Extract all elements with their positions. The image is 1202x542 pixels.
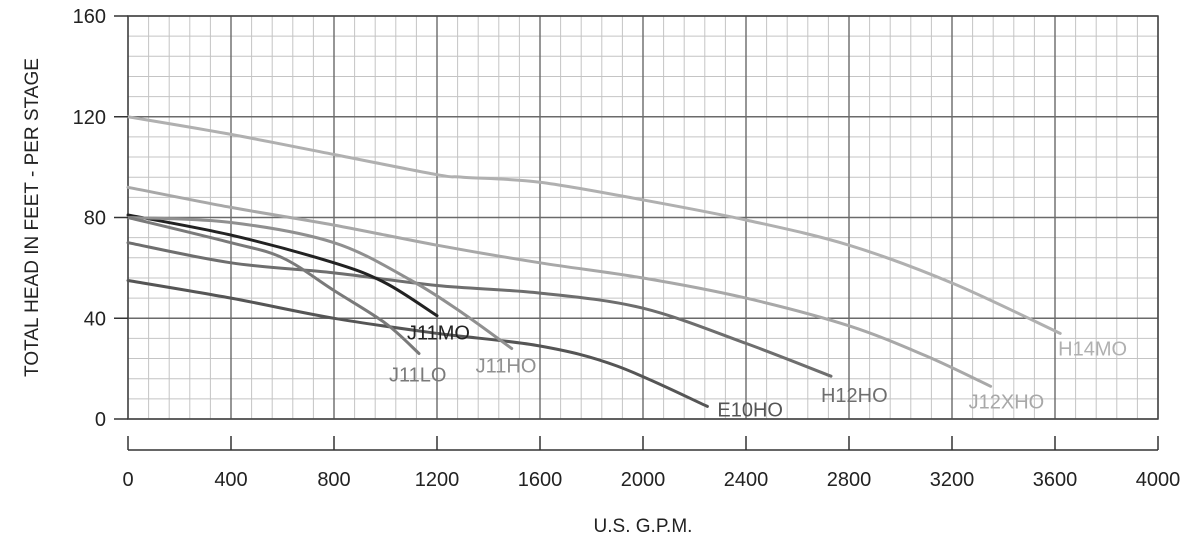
series-line-j11mo <box>126 213 439 318</box>
y-tick-label: 0 <box>95 409 106 431</box>
series-line-j11lo <box>126 216 421 355</box>
series-line-h12ho <box>126 241 833 378</box>
series-label-h12ho: H12HO <box>821 385 888 407</box>
x-tick-label: 2000 <box>621 469 666 491</box>
y-axis: 0 40 80 120 160 <box>73 6 128 431</box>
series-line-j12xho <box>126 185 993 388</box>
series-label-j12xho: J12XHO <box>969 391 1045 413</box>
y-tick-label: 40 <box>84 308 106 330</box>
series-label-j11mo: J11MO <box>407 323 470 345</box>
y-axis-title: TOTAL HEAD IN FEET - PER STAGE <box>22 58 43 377</box>
series-layer <box>126 115 1062 408</box>
x-tick-label: 1600 <box>518 469 563 491</box>
x-tick-label: 3200 <box>930 469 975 491</box>
x-tick-label: 800 <box>317 469 350 491</box>
series-label-h14mo: H14MO <box>1058 338 1127 360</box>
x-tick-label: 3600 <box>1033 469 1078 491</box>
series-line-h14mo <box>126 115 1062 335</box>
x-tick-label: 0 <box>122 469 133 491</box>
series-line-j11ho <box>126 216 514 350</box>
series-labels: H14MO J12XHO H12HO E10HO J11MO J11HO J11LO <box>389 323 1127 422</box>
series-line-e10ho <box>126 279 709 408</box>
x-tick-label: 2400 <box>724 469 769 491</box>
y-tick-label: 80 <box>84 208 106 230</box>
x-axis-title: U.S. G.P.M. <box>594 516 693 537</box>
x-tick-label: 4000 <box>1136 469 1181 491</box>
series-label-j11ho: J11HO <box>476 355 537 377</box>
series-label-e10ho: E10HO <box>717 399 783 421</box>
x-tick-label: 1200 <box>415 469 460 491</box>
y-tick-label: 120 <box>73 107 106 129</box>
x-tick-label: 400 <box>214 469 247 491</box>
series-label-j11lo: J11LO <box>389 365 446 387</box>
y-tick-label: 160 <box>73 6 106 28</box>
x-tick-label: 2800 <box>827 469 872 491</box>
x-axis: 0 400 800 1200 1600 2000 2400 2800 3200 3600 4000 <box>122 436 1180 491</box>
